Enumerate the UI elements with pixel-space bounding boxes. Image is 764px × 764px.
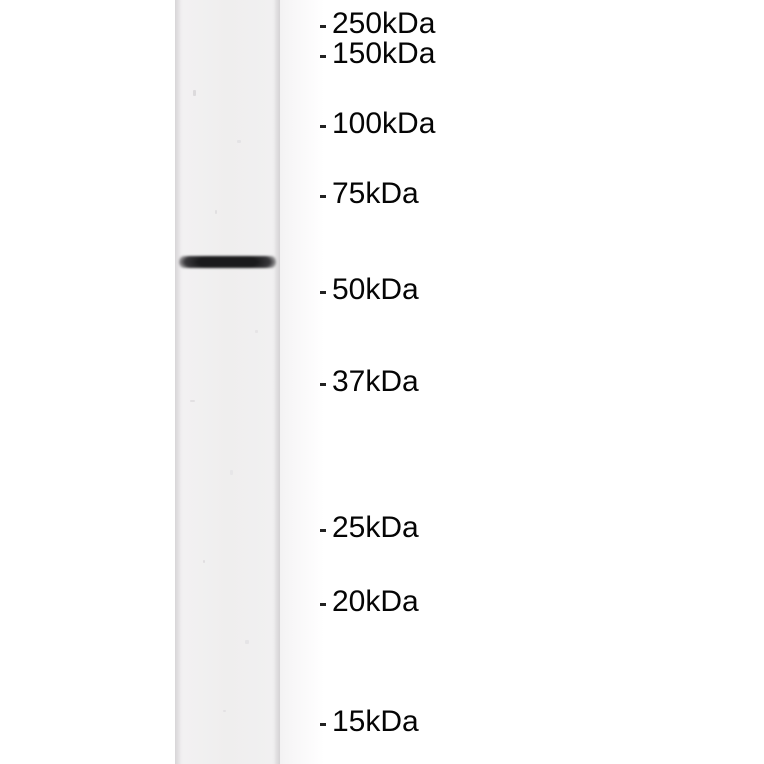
lane-right-shadow	[274, 0, 280, 764]
lane-noise-speck	[237, 140, 241, 143]
blot-lane-inner	[175, 0, 280, 764]
lane-right-tint	[280, 0, 324, 764]
ladder-label: 20kDa	[332, 585, 419, 619]
ladder-tick	[320, 529, 326, 532]
ladder-label: 15kDa	[332, 705, 419, 739]
protein-band	[179, 256, 276, 268]
lane-noise-speck	[215, 210, 217, 214]
western-blot-figure: 250kDa150kDa 100kDa 75kDa 50kDa 37kDa 25kDa 20…	[0, 0, 764, 764]
ladder-tick	[320, 125, 326, 128]
ladder-tick	[320, 291, 326, 294]
ladder-label: 37kDa	[332, 365, 419, 399]
ladder-tick	[320, 195, 326, 198]
ladder-label: 50kDa	[332, 273, 419, 307]
ladder-tick	[320, 723, 326, 726]
blot-lane	[175, 0, 280, 764]
lane-noise-speck	[203, 560, 205, 563]
lane-noise-speck	[245, 640, 249, 644]
lane-noise-speck	[190, 400, 195, 402]
lane-noise-speck	[193, 90, 196, 96]
lane-noise-speck	[223, 710, 226, 712]
ladder-tick	[320, 603, 326, 606]
ladder-label: 250kDa	[332, 7, 435, 41]
ladder-label: 75kDa	[332, 177, 419, 211]
ladder-tick	[320, 383, 326, 386]
ladder-tick	[320, 55, 326, 58]
ladder-label: 150kDa	[332, 37, 435, 71]
ladder-tick	[320, 25, 326, 28]
lane-noise-speck	[230, 470, 233, 475]
lane-left-shadow	[175, 0, 181, 764]
ladder-label: 100kDa	[332, 107, 435, 141]
lane-noise-speck	[255, 330, 258, 333]
ladder-label: 25kDa	[332, 511, 419, 545]
